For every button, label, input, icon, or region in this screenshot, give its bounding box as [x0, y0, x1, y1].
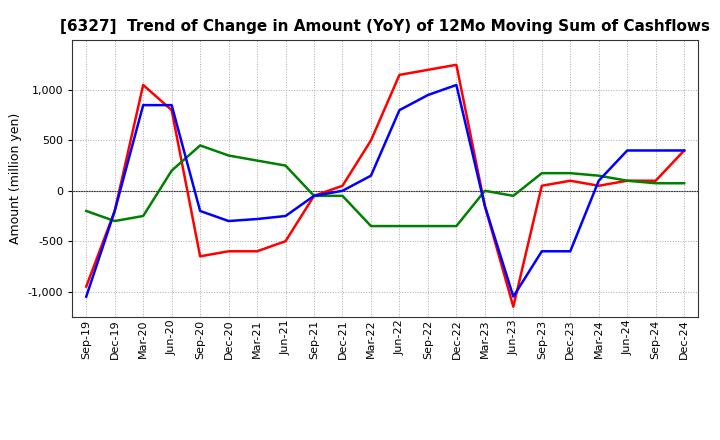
Operating Cashflow [167, 107, 176, 113]
Free Cashflow [652, 148, 660, 153]
Investing Cashflow [310, 193, 318, 198]
Investing Cashflow [196, 143, 204, 148]
Line: Operating Cashflow: Operating Cashflow [86, 65, 684, 307]
Operating Cashflow [680, 148, 688, 153]
Investing Cashflow [423, 224, 432, 229]
Investing Cashflow [225, 153, 233, 158]
Operating Cashflow [623, 178, 631, 183]
Investing Cashflow [566, 171, 575, 176]
Y-axis label: Amount (million yen): Amount (million yen) [9, 113, 22, 244]
Free Cashflow [537, 249, 546, 254]
Operating Cashflow [225, 249, 233, 254]
Investing Cashflow [652, 180, 660, 186]
Line: Free Cashflow: Free Cashflow [86, 85, 684, 297]
Operating Cashflow [253, 249, 261, 254]
Free Cashflow [82, 294, 91, 299]
Investing Cashflow [167, 168, 176, 173]
Free Cashflow [139, 103, 148, 108]
Investing Cashflow [595, 173, 603, 178]
Investing Cashflow [623, 178, 631, 183]
Operating Cashflow [338, 183, 347, 188]
Investing Cashflow [395, 224, 404, 229]
Investing Cashflow [82, 208, 91, 213]
Free Cashflow [282, 213, 290, 219]
Free Cashflow [395, 107, 404, 113]
Free Cashflow [253, 216, 261, 222]
Free Cashflow [110, 208, 119, 213]
Free Cashflow [566, 249, 575, 254]
Operating Cashflow [366, 138, 375, 143]
Free Cashflow [595, 178, 603, 183]
Free Cashflow [452, 82, 461, 88]
Operating Cashflow [452, 62, 461, 67]
Free Cashflow [623, 148, 631, 153]
Free Cashflow [225, 218, 233, 224]
Operating Cashflow [82, 284, 91, 289]
Operating Cashflow [395, 72, 404, 77]
Investing Cashflow [253, 158, 261, 163]
Investing Cashflow [110, 218, 119, 224]
Free Cashflow [423, 92, 432, 98]
Free Cashflow [366, 173, 375, 178]
Operating Cashflow [537, 183, 546, 188]
Free Cashflow [509, 294, 518, 299]
Free Cashflow [680, 148, 688, 153]
Operating Cashflow [509, 304, 518, 309]
Free Cashflow [196, 208, 204, 213]
Investing Cashflow [139, 213, 148, 219]
Operating Cashflow [282, 238, 290, 244]
Operating Cashflow [566, 178, 575, 183]
Free Cashflow [338, 188, 347, 194]
Operating Cashflow [196, 254, 204, 259]
Free Cashflow [167, 103, 176, 108]
Free Cashflow [480, 203, 489, 209]
Investing Cashflow [509, 193, 518, 198]
Title: [6327]  Trend of Change in Amount (YoY) of 12Mo Moving Sum of Cashflows: [6327] Trend of Change in Amount (YoY) o… [60, 19, 710, 34]
Investing Cashflow [282, 163, 290, 168]
Operating Cashflow [652, 178, 660, 183]
Free Cashflow [310, 193, 318, 198]
Investing Cashflow [366, 224, 375, 229]
Operating Cashflow [110, 208, 119, 213]
Investing Cashflow [537, 171, 546, 176]
Investing Cashflow [480, 188, 489, 194]
Investing Cashflow [680, 180, 688, 186]
Operating Cashflow [480, 203, 489, 209]
Investing Cashflow [452, 224, 461, 229]
Operating Cashflow [423, 67, 432, 73]
Investing Cashflow [338, 193, 347, 198]
Line: Investing Cashflow: Investing Cashflow [86, 146, 684, 226]
Operating Cashflow [139, 82, 148, 88]
Operating Cashflow [310, 193, 318, 198]
Operating Cashflow [595, 183, 603, 188]
